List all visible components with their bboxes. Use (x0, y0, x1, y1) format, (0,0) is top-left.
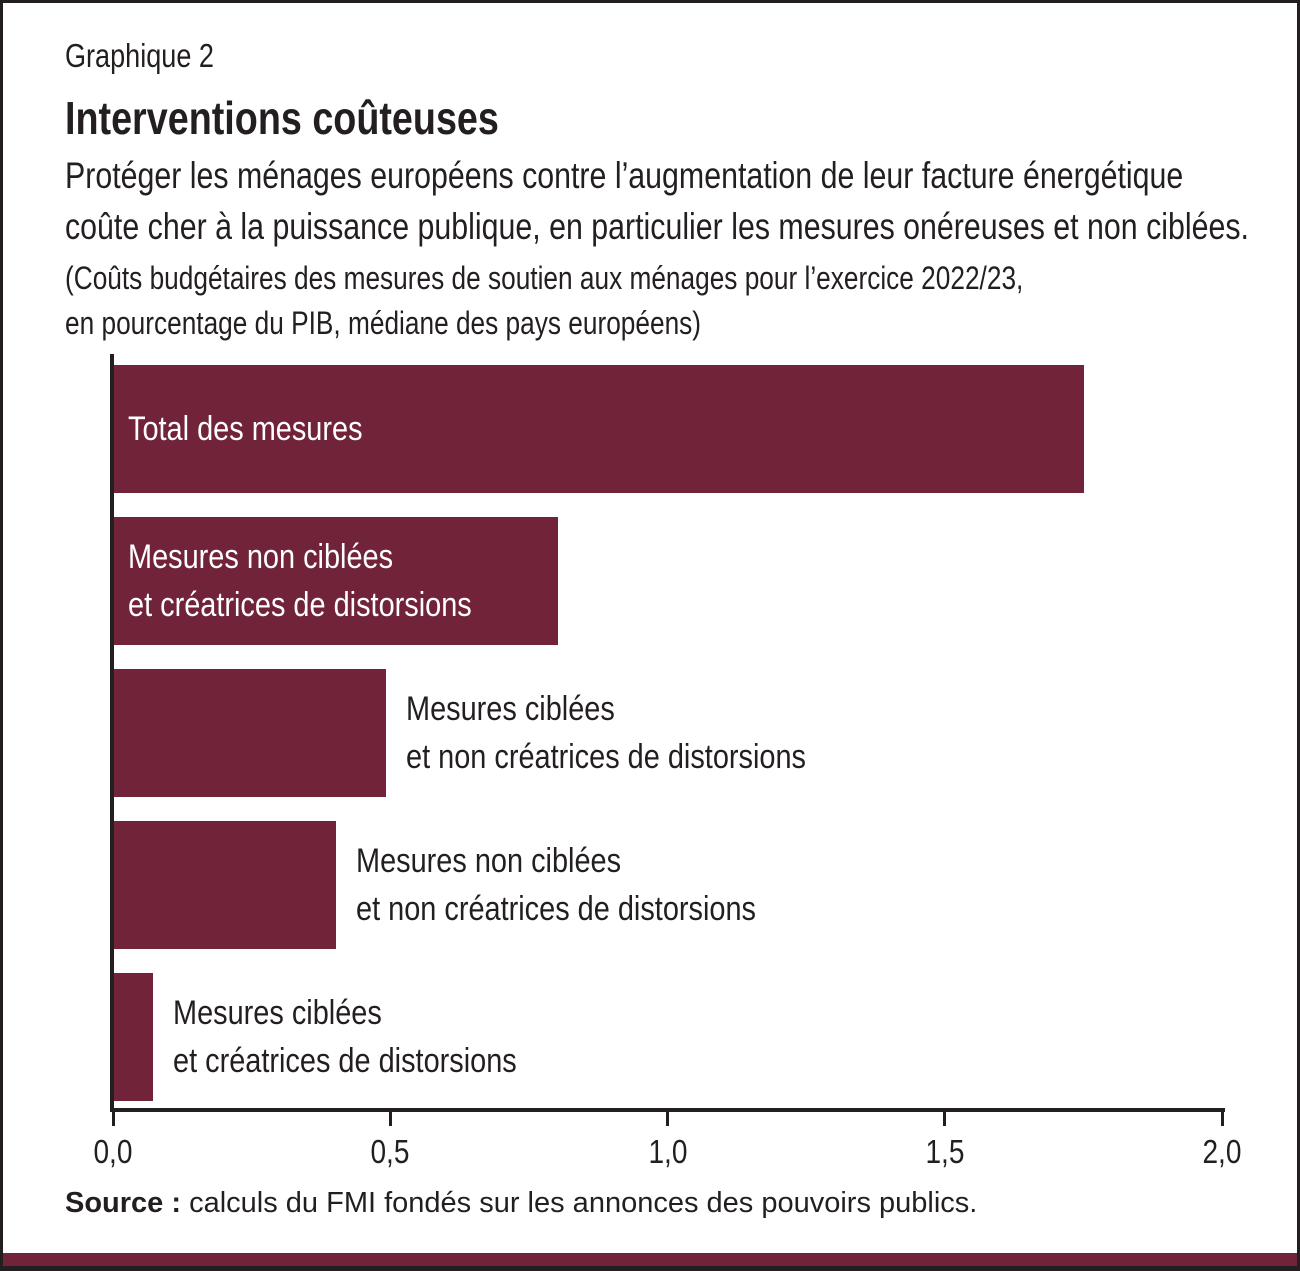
x-axis-tick (1220, 1108, 1224, 1126)
figure-subtitle-line-1: Protéger les ménages européens contre l’… (65, 155, 1184, 196)
figure-number-text: Graphique 2 (65, 37, 214, 74)
bar-label-line: et non créatrices de distorsions (356, 890, 756, 928)
x-axis-tick-label-text: 0,5 (370, 1133, 410, 1170)
figure-number: Graphique 2 (65, 36, 247, 76)
x-axis-tick-label-text: 1,0 (648, 1133, 687, 1170)
bar-label-line: Mesures non ciblées (128, 538, 394, 576)
figure-subtitle-line-2: coûte cher à la puissance publique, en p… (65, 206, 1249, 247)
bar-label: Mesures ciblées et créatrices de distorsi… (173, 989, 517, 1085)
figure-note: (Coûts budgétaires des mesures de soutie… (65, 256, 1234, 346)
x-axis-tick (943, 1108, 947, 1126)
x-axis-tick (111, 1108, 115, 1126)
bar-label: Total des mesures (128, 405, 363, 453)
bar (114, 517, 558, 645)
figure-title: Interventions coûteuses (65, 92, 594, 144)
x-axis-tick-label-text: 2,0 (1202, 1133, 1242, 1170)
bar-label-line: Total des mesures (128, 410, 363, 448)
bar-label-line: Mesures ciblées (173, 994, 382, 1032)
x-axis-tick-label-text: 1,5 (925, 1133, 965, 1170)
bar-label-line: et non créatrices de distorsions (406, 738, 806, 776)
source-text: calculs du FMI fondés sur les annonces d… (181, 1187, 978, 1219)
x-axis-tick-label-text: 0,0 (93, 1133, 133, 1170)
bar-label: Mesures ciblées et non créatrices de dist… (406, 685, 806, 781)
figure-note-line-2: en pourcentage du PIB, médiane des pays … (65, 305, 702, 341)
x-axis-tick (666, 1108, 669, 1126)
bar-label: Mesures non ciblées et créatrices de dist… (128, 533, 472, 629)
bar (114, 365, 1084, 493)
source-label: Source : (65, 1187, 182, 1219)
footer-accent-bar (0, 1253, 1300, 1266)
bar (114, 973, 153, 1101)
source-note: Source : calculs du FMI fondés sur les a… (65, 1184, 977, 1222)
y-axis-line (110, 354, 114, 1112)
bar (114, 669, 386, 797)
figure-title-text: Interventions coûteuses (65, 92, 499, 144)
bar-label-line: et créatrices de distorsions (173, 1042, 517, 1080)
figure-note-line-1: (Coûts budgétaires des mesures de soutie… (65, 260, 1024, 296)
x-axis-tick (388, 1108, 392, 1126)
bar-label: Mesures non ciblées et non créatrices de … (356, 837, 756, 933)
figure-subtitle: Protéger les ménages européens contre l’… (65, 150, 1300, 252)
bar (114, 821, 336, 949)
bar-label-line: et créatrices de distorsions (128, 586, 472, 624)
bar-label-line: Mesures non ciblées (356, 842, 622, 880)
bar-label-line: Mesures ciblées (406, 690, 615, 728)
